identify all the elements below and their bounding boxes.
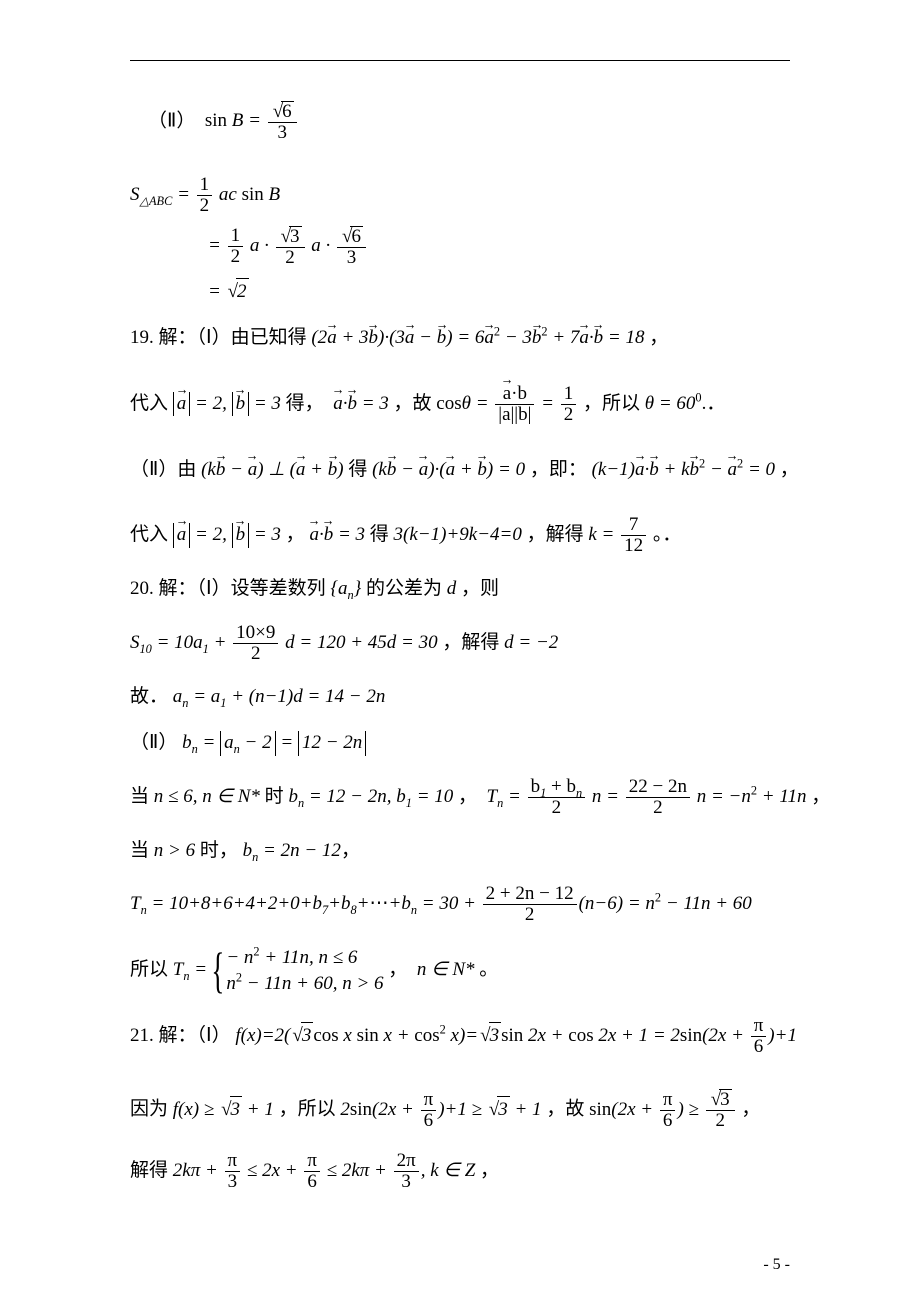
line-q19-ii: （Ⅱ）由 (kb − a) ⊥ (a + b) 得 (kb − a)·(a + … (130, 457, 790, 484)
line-area-1: S△ABC = 12 ac sin B (130, 175, 790, 216)
line-q21-range: 解得 2kπ + π3 ≤ 2x + π6 ≤ 2kπ + 2π3, k ∈ Z… (130, 1151, 790, 1192)
line-q20-i: 20. 解：（Ⅰ）设等差数列 {an} 的公差为 d ，则 (130, 576, 790, 603)
line-case1: 当 n ≤ 6, n ∈ N* 时 bn = 12 − 2n, b1 = 10 … (130, 777, 790, 818)
q19-head: 19. 解：（Ⅰ）由已知得 (130, 327, 307, 348)
line-area-2: = 12 a · 32 a · 63 (130, 226, 790, 268)
line-bn: （Ⅱ） bn = an − 2 = 12 − 2n (130, 730, 790, 757)
sub-label: 代入 (130, 393, 168, 414)
line-q19-i: 19. 解：（Ⅰ）由已知得 (2a + 3b)·(3a − b) = 6a2 −… (130, 325, 790, 352)
page-number: - 5 - (763, 1256, 790, 1274)
line-area-3: = 2 (130, 278, 790, 306)
line-sinB: （Ⅱ） sin B = 63 (130, 101, 790, 143)
line-q21-ineq: 因为 f(x) ≥ 3 + 1 ，所以 2sin(2x + π6)+1 ≥ 3 … (130, 1089, 790, 1131)
document-page: （Ⅱ） sin B = 63 S△ABC = 12 ac sin B = 12 … (0, 0, 920, 1302)
line-Tn2: Tn = 10+8+6+4+2+0+b7+b8+⋯+bn = 30 + 2 + … (130, 884, 790, 925)
line-Tn-piece: 所以 Tn = { − n2 + 11n, n ≤ 6 n2 − 11n + 6… (130, 945, 790, 996)
top-rule (130, 60, 790, 61)
line-case2: 当 n > 6 时， bn = 2n − 12， (130, 838, 790, 865)
label-ii-1: （Ⅱ） (148, 110, 195, 131)
line-q21-i: 21. 解：（Ⅰ） f(x)=2(3cos x sin x + cos2 x)=… (130, 1016, 790, 1057)
line-q19-solve: 代入 a = 2, b = 3 ， a·b = 3 得 3(k−1)+9k−4=… (130, 515, 790, 556)
line-S10: S10 = 10a1 + 10×92 d = 120 + 45d = 30 ，解… (130, 623, 790, 664)
line-an: 故． an = a1 + (n−1)d = 14 − 2n (130, 684, 790, 711)
line-q19-sub: 代入 a = 2, b = 3 得， a·b = 3 ，故 cosθ = a·b… (130, 384, 790, 425)
